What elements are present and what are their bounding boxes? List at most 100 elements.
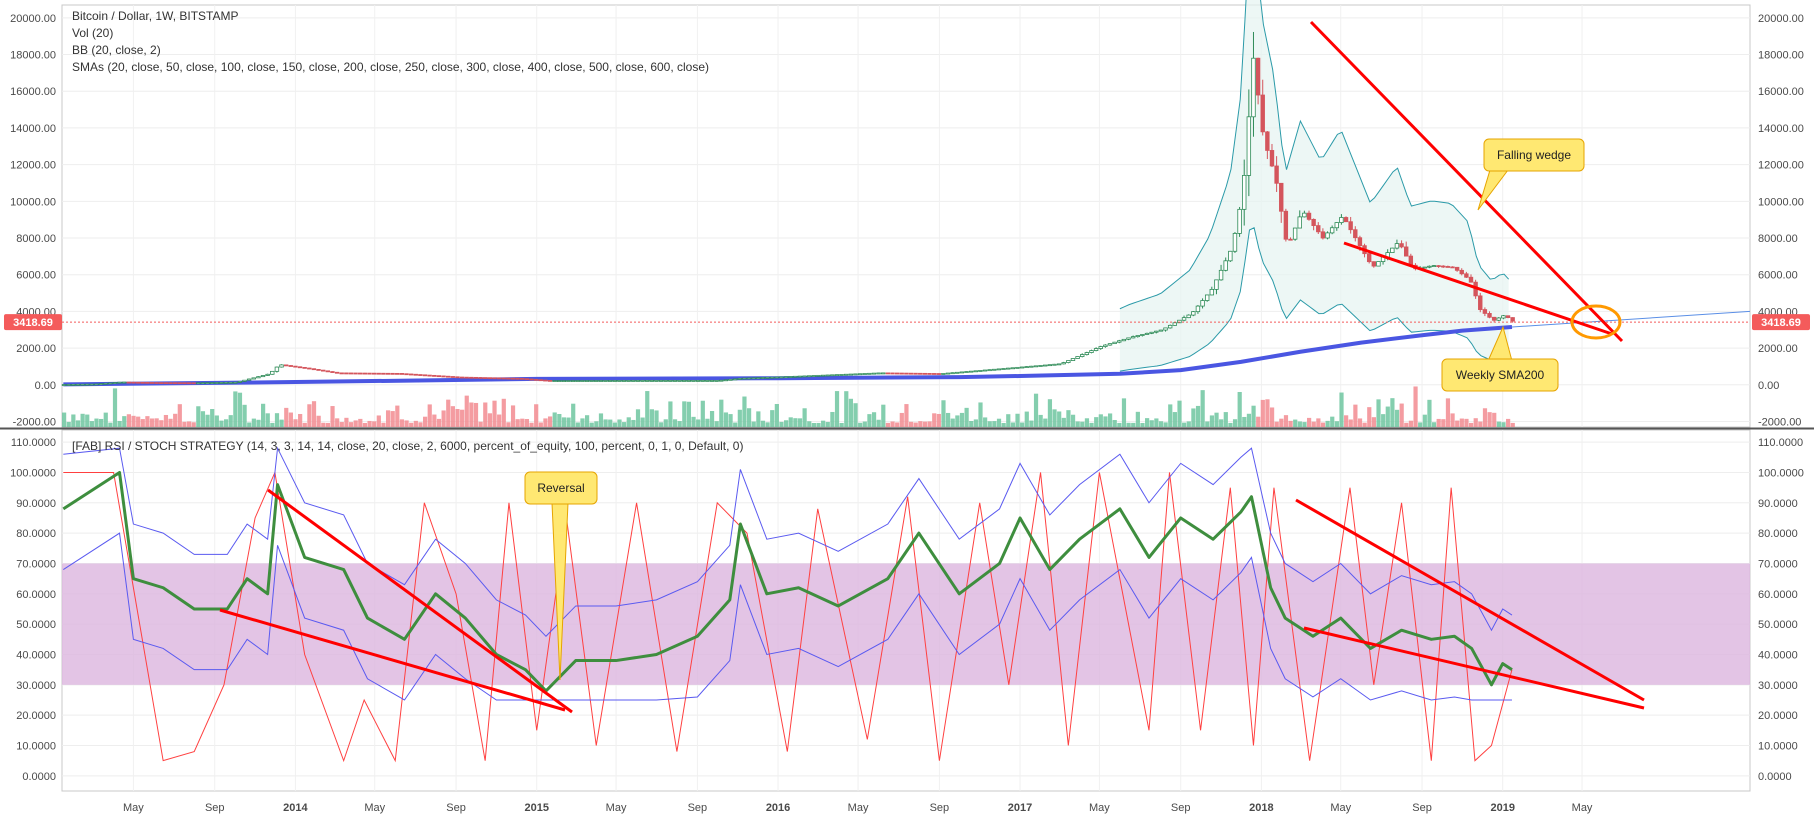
volume-bar — [446, 399, 451, 427]
volume-bar — [191, 422, 196, 427]
rsi-upper-band — [63, 446, 1513, 638]
volume-bar — [1256, 416, 1261, 427]
candle-body — [871, 372, 877, 375]
candle-body — [1200, 300, 1205, 307]
volume-bar — [1302, 422, 1307, 427]
volume-bar — [862, 421, 867, 427]
candle-body — [1450, 266, 1455, 269]
volume-bar — [1191, 408, 1196, 427]
volume-bar — [1061, 417, 1066, 427]
candle-body — [1056, 363, 1062, 366]
candle-body — [501, 377, 506, 380]
candle-body — [1154, 330, 1159, 333]
candle-body — [1042, 364, 1048, 367]
last-price-badge-left: 3418.69 — [4, 314, 62, 331]
candle-body — [1505, 315, 1511, 318]
candle-body — [168, 382, 173, 385]
volume-bar — [293, 419, 298, 427]
volume-bar — [543, 418, 548, 427]
candle-body — [196, 382, 201, 385]
candle-body — [1140, 334, 1145, 336]
volume-bar — [1006, 414, 1011, 427]
candle-body — [649, 379, 654, 382]
volume-bar — [1126, 422, 1131, 427]
candle-body — [533, 378, 539, 381]
volume-bar — [321, 422, 326, 427]
candle-body — [1297, 216, 1302, 229]
volume-bar — [904, 404, 909, 427]
volume-bar — [344, 417, 349, 427]
volume-bar — [145, 416, 150, 427]
volume-bar — [515, 419, 520, 427]
candle-body — [75, 383, 81, 386]
candle-body — [1098, 346, 1103, 349]
time-tick-label: May — [606, 802, 627, 814]
candle-body — [432, 374, 437, 377]
last-price-left-label: 3418.69 — [13, 317, 53, 329]
candle-body — [311, 368, 317, 371]
volume-bar — [668, 401, 673, 427]
candle-body — [126, 381, 131, 384]
sma-lines — [63, 310, 1751, 387]
volume-bar — [1038, 414, 1043, 427]
volume-bar — [330, 406, 335, 427]
falling-wedge-callout[interactable]: Falling wedge — [1477, 138, 1585, 211]
candle-body — [112, 382, 118, 384]
time-tick-label: May — [1330, 802, 1351, 814]
candle-body — [1112, 341, 1117, 345]
volume-bar — [756, 411, 761, 427]
candle-body — [1103, 344, 1108, 347]
volume-bar — [1269, 407, 1275, 427]
volume-bar — [1371, 417, 1377, 427]
candle-body — [260, 375, 266, 378]
volume-bar — [663, 419, 668, 427]
candle-body — [700, 379, 705, 382]
candle-body — [987, 369, 992, 372]
volume-bar — [1015, 413, 1020, 427]
volume-bar — [376, 415, 381, 427]
candle-body — [390, 372, 395, 375]
sma200-line — [63, 325, 1513, 387]
highlight-circle[interactable] — [1570, 304, 1622, 340]
candle-body — [1334, 222, 1339, 229]
volume-bar — [186, 421, 192, 427]
candle-body — [719, 379, 724, 382]
candle-body — [200, 382, 206, 385]
candle-body — [1357, 237, 1363, 247]
volume-bar — [228, 415, 233, 427]
candle-body — [94, 383, 99, 386]
candle-body — [1431, 265, 1437, 268]
candle-body — [811, 375, 816, 377]
volume-bar — [112, 388, 118, 427]
volume-bar — [219, 420, 224, 427]
volume-bar — [1436, 418, 1441, 427]
volume-bar — [844, 391, 849, 427]
candle-body — [742, 377, 747, 380]
volume-bar — [1478, 421, 1483, 427]
candle-body — [256, 376, 261, 379]
volume-bar — [719, 399, 724, 427]
candle-body — [455, 376, 460, 379]
volume-bar — [580, 418, 585, 427]
candle-body — [427, 374, 432, 377]
price-panel[interactable] — [61, 4, 1751, 428]
price-y-tick-label: 2000.00 — [1758, 343, 1798, 355]
volume-bar — [1094, 417, 1099, 427]
volume-bar — [1316, 418, 1321, 427]
volume-bar — [223, 419, 229, 427]
volume-bar — [1348, 419, 1353, 427]
candle-body — [830, 374, 835, 377]
candle-body — [1005, 367, 1011, 370]
price-y-tick-label: 16000.00 — [10, 86, 56, 98]
candle-body — [1274, 165, 1279, 184]
candle-body — [1269, 150, 1275, 167]
volume-bar — [261, 403, 266, 427]
candle-body — [769, 376, 775, 379]
volume-bar — [288, 412, 293, 427]
candle-body — [843, 373, 849, 376]
bollinger-fill — [1119, 0, 1509, 372]
candle-body — [677, 379, 682, 382]
reversal-callout[interactable]: Reversal — [524, 471, 598, 681]
price-y-tick-label: 12000.00 — [1758, 160, 1804, 172]
sma200-callout[interactable]: Weekly SMA200 — [1441, 325, 1559, 392]
